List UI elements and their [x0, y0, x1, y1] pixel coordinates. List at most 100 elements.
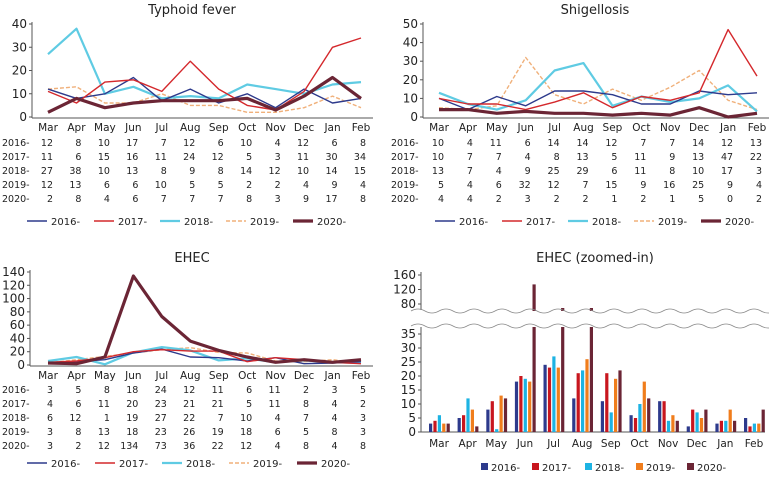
bar-2017: [720, 421, 723, 432]
bar-2018: [753, 424, 756, 432]
table-cell: 10: [240, 413, 252, 424]
y-tick-label: 80: [10, 305, 25, 319]
table-cell: 8: [75, 138, 81, 149]
bar-2017: [748, 426, 751, 432]
y-tick-label: 25: [401, 355, 416, 369]
table-row-label: 2020-: [391, 194, 419, 205]
y-tick-label: 35: [401, 327, 416, 341]
x-tick-label: Aug: [573, 122, 594, 134]
table-cell: 10: [155, 180, 167, 191]
chart-title: Shigellosis: [561, 3, 630, 18]
bar-2019: [442, 424, 445, 432]
bar-2018: [696, 412, 699, 432]
table-cell: 5: [360, 385, 366, 396]
table-cell: 12: [297, 138, 309, 149]
y-tick-label: 120: [393, 283, 416, 297]
table-cell: 30: [325, 152, 337, 163]
x-tick-label: May: [486, 122, 508, 134]
table-cell: 4: [104, 194, 110, 205]
table-cell: 8: [75, 194, 81, 205]
table-cell: 4: [525, 152, 531, 163]
table-cell: 2: [554, 194, 560, 205]
table-cell: 23: [155, 427, 167, 438]
x-tick-label: Jan: [719, 122, 736, 134]
table-cell: 9: [331, 180, 337, 191]
table-cell: 8: [360, 441, 366, 452]
table-cell: 4: [331, 413, 337, 424]
y-tick-label: 20: [403, 73, 418, 87]
table-cell: 3: [47, 441, 53, 452]
x-tick-label: Dec: [294, 370, 315, 382]
x-tick-label: Apr: [67, 370, 86, 382]
table-cell: 15: [605, 180, 617, 191]
table-cell: 6: [246, 385, 252, 396]
table-row-label: 2016-: [391, 138, 419, 149]
table-cell: 14: [240, 166, 252, 177]
bar-2017: [433, 421, 436, 432]
table-cell: 7: [496, 152, 502, 163]
y-tick-label: 10: [401, 397, 416, 411]
table-cell: 8: [360, 194, 366, 205]
y-tick-label: 40: [12, 17, 27, 31]
y-tick-label: 20: [401, 369, 416, 383]
legend-label: 2016-: [51, 217, 80, 228]
table-cell: 4: [467, 194, 473, 205]
x-tick-label: Mar: [38, 122, 58, 134]
table-cell: 6: [132, 194, 138, 205]
table-cell: 3: [525, 194, 531, 205]
y-tick-label: 30: [401, 341, 416, 355]
x-tick-label: Nov: [265, 122, 286, 134]
table-cell: 5: [246, 399, 252, 410]
y-tick-label: 15: [401, 383, 416, 397]
table-cell: 9: [189, 166, 195, 177]
table-row-label: 2018-: [2, 413, 30, 424]
table-cell: 38: [69, 166, 81, 177]
y-tick-label: 0: [408, 425, 416, 439]
chart-title: Typhoid fever: [147, 3, 236, 18]
x-tick-label: Aug: [180, 122, 201, 134]
table-cell: 19: [212, 427, 224, 438]
legend-label: 2017-: [542, 463, 571, 474]
table-cell: 10: [432, 138, 444, 149]
table-cell: 4: [275, 413, 281, 424]
table-cell: 7: [218, 194, 224, 205]
legend-label: 2017-: [526, 217, 555, 228]
x-tick-label: May: [94, 370, 116, 382]
table-cell: 27: [155, 413, 167, 424]
x-tick-label: Oct: [630, 438, 648, 450]
table-cell: 8: [554, 152, 560, 163]
table-cell: 6: [75, 399, 81, 410]
table-cell: 10: [297, 166, 309, 177]
x-tick-label: Oct: [238, 122, 256, 134]
bar-2016: [486, 410, 489, 432]
legend-label: 2018-: [186, 459, 215, 470]
table-cell: 6: [611, 166, 617, 177]
table-cell: 6: [525, 138, 531, 149]
table-cell: 17: [325, 194, 337, 205]
table-cell: 26: [183, 427, 195, 438]
table-cell: 24: [183, 152, 195, 163]
table-cell: 6: [75, 152, 81, 163]
x-tick-label: May: [94, 122, 116, 134]
table-cell: 5: [75, 385, 81, 396]
table-cell: 10: [98, 138, 110, 149]
y-tick-label: 0: [410, 110, 418, 124]
table-row-label: 2020-: [2, 441, 30, 452]
table-cell: 18: [240, 427, 252, 438]
table-cell: 11: [269, 385, 281, 396]
bar-2016: [458, 418, 461, 432]
table-cell: 4: [467, 180, 473, 191]
table-cell: 4: [331, 399, 337, 410]
table-row-label: 2017-: [2, 399, 30, 410]
table-cell: 18: [126, 385, 138, 396]
table-cell: 7: [303, 413, 309, 424]
table-cell: 13: [69, 180, 81, 191]
bar-2016: [544, 365, 547, 432]
table-cell: 12: [98, 441, 110, 452]
bar-2019: [614, 379, 617, 432]
bar-2020: [704, 410, 707, 432]
table-cell: 2: [75, 441, 81, 452]
table-cell: 10: [432, 152, 444, 163]
x-tick-label: Sep: [601, 438, 621, 450]
